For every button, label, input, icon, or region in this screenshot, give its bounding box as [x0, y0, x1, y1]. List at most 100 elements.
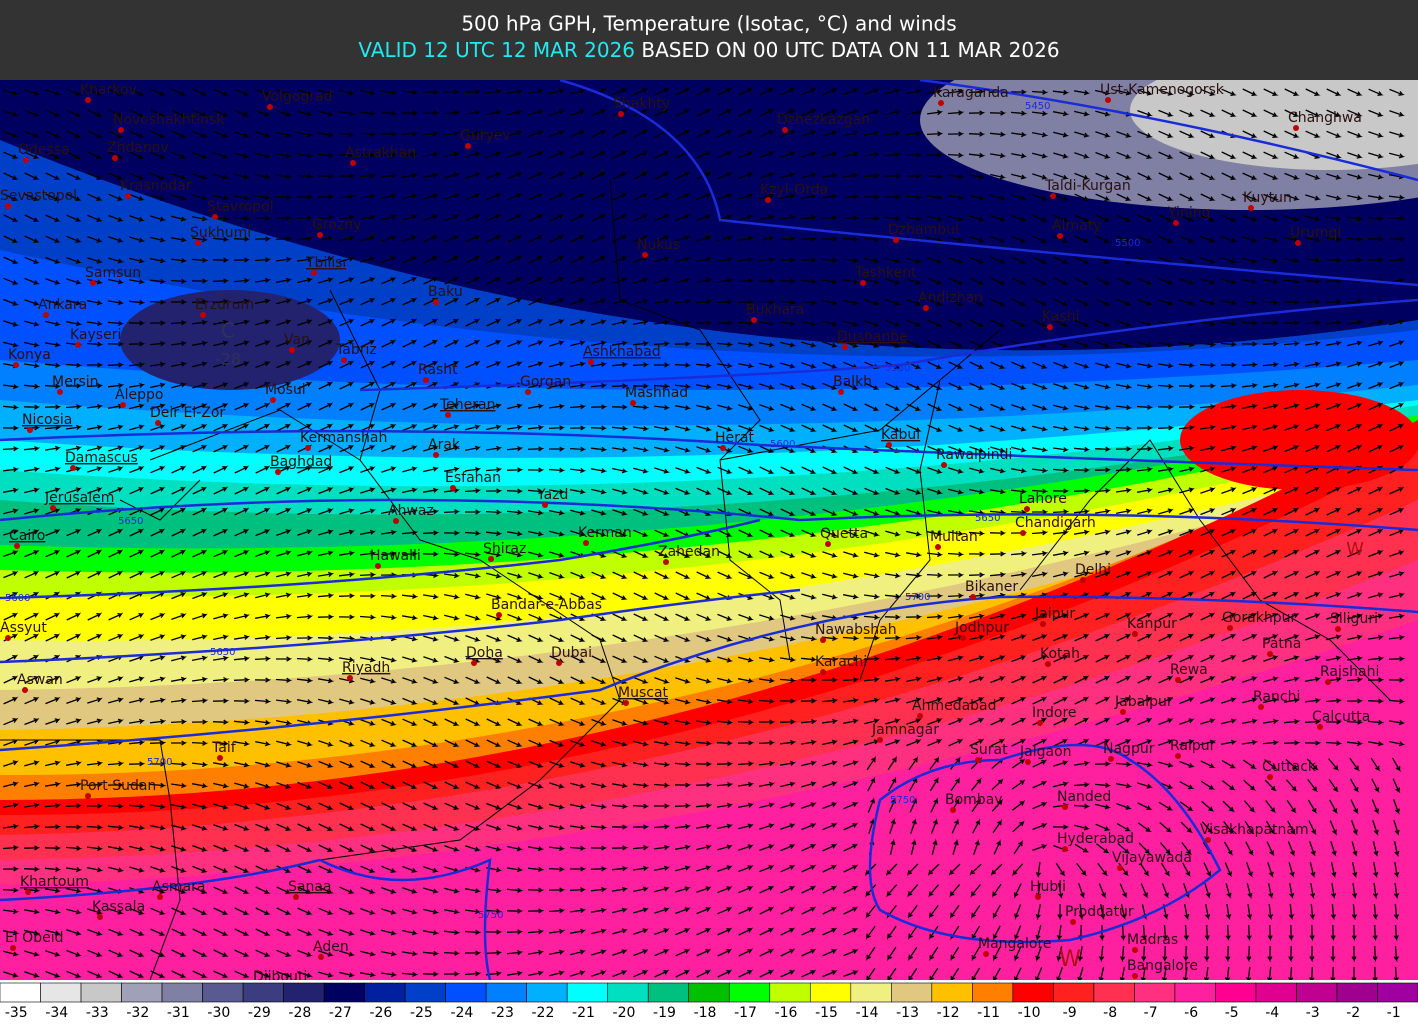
city-label: Deir El-Zor: [150, 405, 225, 421]
city-label: Dushanbe: [837, 329, 908, 345]
city-label: Rewa: [1170, 662, 1208, 678]
height-contour: [0, 588, 801, 664]
city-label: Jamnagar: [871, 722, 939, 738]
city-dot: [5, 203, 11, 209]
city-label: Khartoum: [20, 874, 89, 890]
city-dot: [917, 713, 923, 719]
contour-label: 5550: [885, 363, 910, 374]
colorbar-label: -6: [1184, 1005, 1198, 1021]
city-dot: [1057, 233, 1063, 239]
city-dot: [525, 389, 531, 395]
city-label: Jaipur: [1034, 606, 1075, 622]
city-dot: [1267, 651, 1273, 657]
city-dot: [1070, 919, 1076, 925]
valid-time: VALID 12 UTC 12 MAR 2026: [358, 38, 635, 62]
contour-label: 5500: [1115, 238, 1140, 249]
city-label: Asmara: [152, 879, 205, 895]
city-dot: [157, 894, 163, 900]
colorbar-box: [972, 982, 1014, 1003]
city-dot: [267, 104, 273, 110]
city-label: Van: [284, 332, 310, 348]
city-dot: [70, 465, 76, 471]
city-label: Aleppo: [115, 387, 163, 403]
city-label: Karachi: [815, 654, 867, 670]
city-label: Nawabshah: [815, 622, 897, 638]
city-label: El Obeid: [5, 930, 63, 946]
city-label: Nanded: [1057, 789, 1111, 805]
city-label: Nicosia: [22, 412, 72, 428]
colorbar-box: [1093, 982, 1135, 1003]
city-label: Rasht: [418, 362, 458, 378]
header-bar: [0, 0, 1418, 80]
city-dot: [938, 100, 944, 106]
contour-label: 5750: [890, 795, 915, 806]
city-dot: [471, 660, 477, 666]
border: [719, 329, 1001, 461]
height-contour: [868, 743, 1222, 944]
contour-label: 5600: [770, 439, 795, 450]
colorbar-label: -35: [5, 1005, 28, 1021]
city-label: Erzurum: [195, 297, 254, 313]
city-dot: [1020, 530, 1026, 536]
city-dot: [1037, 720, 1043, 726]
city-dot: [341, 357, 347, 363]
city-dot: [465, 143, 471, 149]
city-dot: [1248, 205, 1254, 211]
city-dot: [941, 462, 947, 468]
city-label: Riyadh: [342, 660, 390, 676]
subtitle: VALID 12 UTC 12 MAR 2026 BASED ON 00 UTC…: [358, 38, 1059, 62]
colorbar-label: -5: [1225, 1005, 1239, 1021]
city-label: Taldi-Kurgan: [1044, 178, 1131, 194]
contour-label: 5750: [478, 910, 503, 921]
city-dot: [13, 362, 19, 368]
city-label: Yazd: [536, 487, 568, 503]
city-label: Zhdanov: [107, 140, 169, 156]
city-dot: [14, 543, 20, 549]
city-dot: [542, 502, 548, 508]
city-label: Urumqi: [1290, 225, 1341, 241]
colorbar-box: [1053, 982, 1095, 1003]
city-dot: [1293, 125, 1299, 131]
city-label: Ranchi: [1253, 689, 1300, 705]
temperature-field: [0, 620, 1418, 980]
border: [149, 409, 361, 461]
city-dot: [496, 612, 502, 618]
city-label: Ahwaz: [388, 503, 434, 519]
city-label: Almaty: [1052, 218, 1101, 234]
border: [859, 379, 941, 681]
city-label: Rajshahi: [1320, 664, 1379, 680]
colorbar-box: [323, 982, 365, 1003]
city-dot: [975, 757, 981, 763]
colorbar-box: [931, 982, 973, 1003]
city-label: Dzhezkazgan: [777, 112, 870, 128]
city-label: Shiraz: [483, 541, 526, 557]
city-dot: [1227, 625, 1233, 631]
city-label: Changhwa: [1288, 110, 1362, 126]
colorbar-label: -20: [613, 1005, 636, 1021]
city-label: Grozny: [312, 217, 361, 233]
city-label: Stavropol: [207, 199, 274, 215]
city-label: Hyderabad: [1057, 831, 1134, 847]
city-label: Baghdad: [270, 454, 332, 470]
city-label: Chandigarh: [1015, 515, 1096, 531]
city-label: Gorakhpur: [1222, 610, 1296, 626]
city-dot: [10, 945, 16, 951]
city-dot: [838, 389, 844, 395]
colorbar-box: [242, 982, 284, 1003]
city-dot: [350, 160, 356, 166]
city-dot: [195, 240, 201, 246]
colorbar-box: [1336, 982, 1378, 1003]
colorbar-box: [1296, 982, 1338, 1003]
city-dot: [1325, 679, 1331, 685]
city-dot: [293, 894, 299, 900]
city-label: Mangalore: [978, 936, 1052, 952]
city-dot: [433, 452, 439, 458]
colorbar-box: [121, 982, 163, 1003]
city-dot: [57, 389, 63, 395]
city-dot: [423, 377, 429, 383]
temperature-field: [1180, 390, 1418, 490]
city-dot: [120, 402, 126, 408]
city-dot: [375, 563, 381, 569]
city-label: Djibouti: [253, 969, 307, 985]
city-dot: [90, 280, 96, 286]
